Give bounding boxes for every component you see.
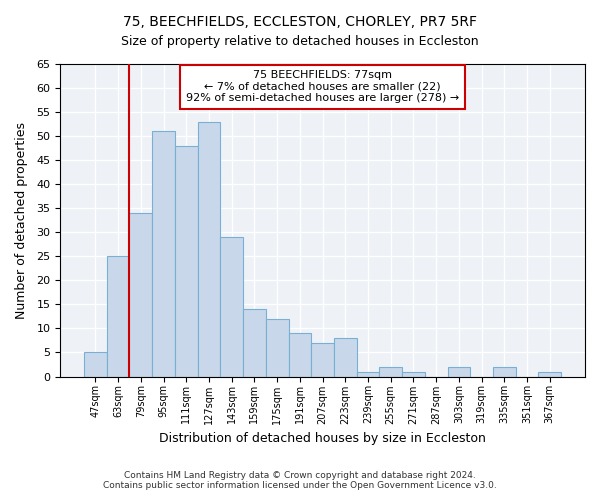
Text: Contains HM Land Registry data © Crown copyright and database right 2024.
Contai: Contains HM Land Registry data © Crown c…	[103, 470, 497, 490]
Bar	[379, 367, 402, 376]
Bar	[220, 237, 243, 376]
Bar	[356, 372, 379, 376]
Bar	[289, 334, 311, 376]
Bar	[448, 367, 470, 376]
Bar	[175, 146, 197, 376]
Text: Size of property relative to detached houses in Eccleston: Size of property relative to detached ho…	[121, 35, 479, 48]
Bar	[266, 319, 289, 376]
Text: 75 BEECHFIELDS: 77sqm
← 7% of detached houses are smaller (22)
92% of semi-detac: 75 BEECHFIELDS: 77sqm ← 7% of detached h…	[186, 70, 459, 104]
Bar	[493, 367, 516, 376]
Bar	[84, 352, 107, 376]
Bar	[243, 309, 266, 376]
Bar	[152, 132, 175, 376]
Bar	[197, 122, 220, 376]
Text: 75, BEECHFIELDS, ECCLESTON, CHORLEY, PR7 5RF: 75, BEECHFIELDS, ECCLESTON, CHORLEY, PR7…	[123, 15, 477, 29]
Bar	[538, 372, 561, 376]
X-axis label: Distribution of detached houses by size in Eccleston: Distribution of detached houses by size …	[159, 432, 486, 445]
Bar	[107, 256, 130, 376]
Bar	[130, 213, 152, 376]
Bar	[311, 343, 334, 376]
Y-axis label: Number of detached properties: Number of detached properties	[15, 122, 28, 319]
Bar	[334, 338, 356, 376]
Bar	[402, 372, 425, 376]
